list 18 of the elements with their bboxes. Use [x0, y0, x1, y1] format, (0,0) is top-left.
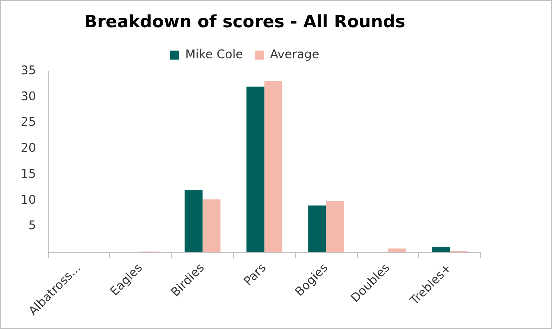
y-tick-label: 35 — [20, 64, 36, 78]
chart-title: Breakdown of scores - All Rounds — [84, 12, 406, 33]
bar — [246, 86, 265, 252]
y-tick-label: 20 — [20, 141, 36, 156]
y-tick-label: 10 — [20, 192, 36, 207]
bar — [326, 201, 344, 252]
legend-label: Mike Cole — [185, 48, 244, 62]
y-tick-label: 5 — [28, 218, 36, 233]
bar — [308, 206, 326, 252]
bar — [202, 200, 221, 252]
y-tick-label: 15 — [20, 166, 36, 181]
y-tick-label: 25 — [20, 115, 36, 130]
legend-label: Average — [270, 48, 320, 62]
y-tick-label: 30 — [20, 89, 36, 104]
bar — [432, 247, 450, 252]
bar — [184, 190, 203, 252]
bar — [388, 248, 406, 252]
bar — [264, 81, 283, 252]
